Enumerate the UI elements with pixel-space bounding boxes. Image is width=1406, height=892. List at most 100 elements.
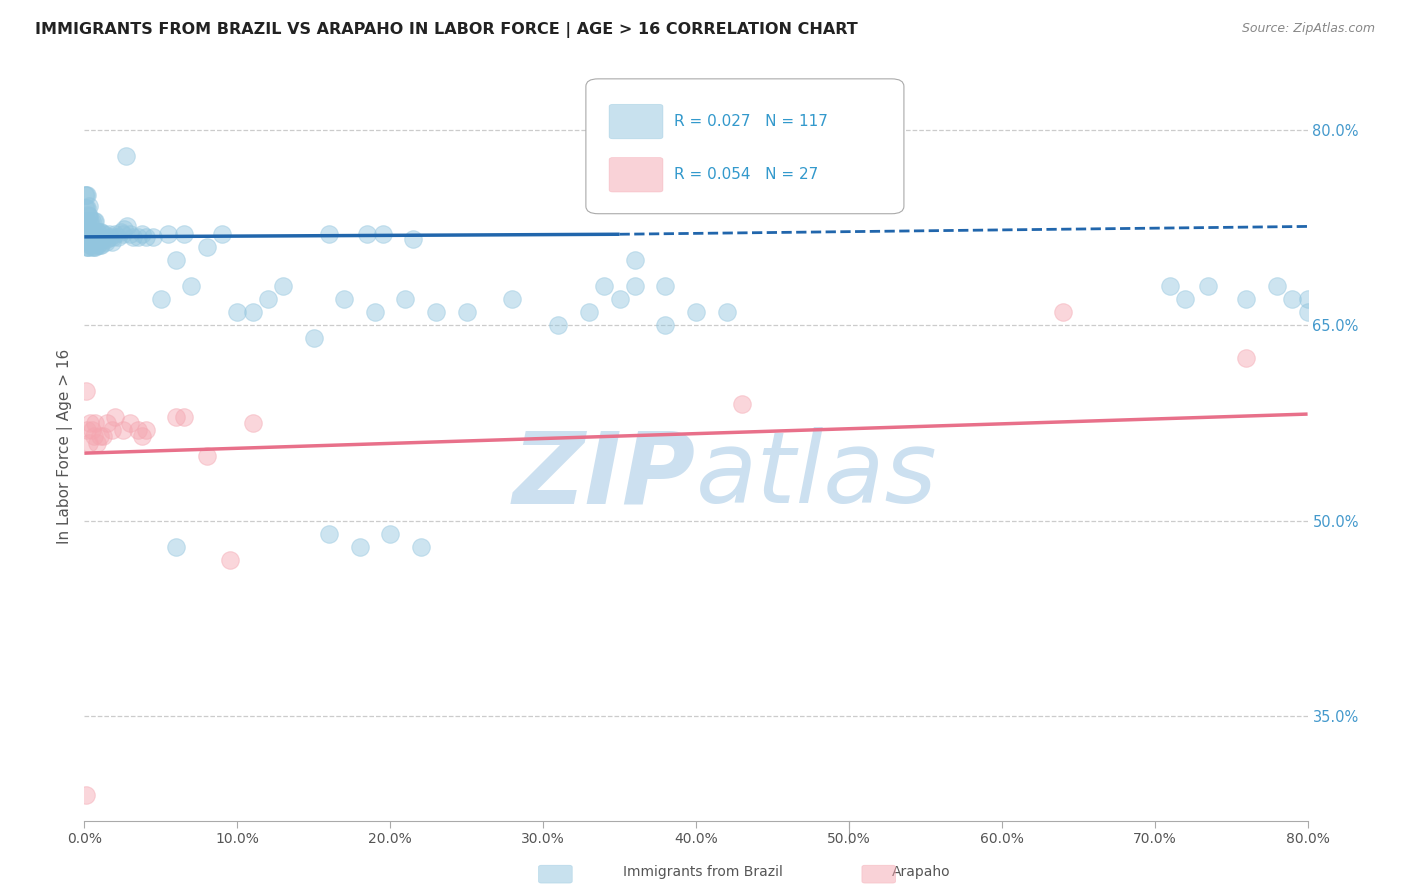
Point: [226, 305, 249, 319]
Point: [149, 293, 172, 307]
Point: [89, 225, 111, 239]
Point: [110, 225, 132, 239]
Point: [593, 279, 616, 293]
Point: [89, 237, 111, 252]
Point: [165, 253, 187, 268]
Point: [97, 227, 120, 242]
Text: ZIP: ZIP: [513, 427, 696, 524]
Point: [86, 237, 108, 252]
Point: [80, 227, 103, 242]
Text: Arapaho: Arapaho: [891, 865, 950, 880]
Point: [90, 225, 112, 239]
Point: [111, 423, 134, 437]
Point: [1174, 293, 1197, 307]
Point: [122, 230, 145, 244]
Point: [75, 201, 97, 215]
Point: [80, 214, 103, 228]
Point: [84, 214, 107, 228]
Point: [127, 423, 149, 437]
Point: [115, 219, 138, 234]
Point: [242, 416, 264, 430]
Point: [76, 227, 98, 242]
Point: [87, 237, 110, 252]
Point: [1265, 279, 1288, 293]
Point: [84, 240, 107, 254]
Point: [84, 227, 107, 242]
Point: [96, 232, 118, 246]
Point: [409, 540, 432, 554]
Point: [77, 220, 100, 235]
Point: [135, 423, 157, 437]
Point: [716, 305, 738, 319]
Point: [76, 214, 98, 228]
Point: [195, 449, 218, 463]
Point: [111, 227, 134, 242]
Point: [90, 237, 112, 252]
Point: [76, 423, 98, 437]
Point: [333, 293, 356, 307]
Point: [93, 227, 115, 242]
Point: [114, 149, 136, 163]
Text: atlas: atlas: [696, 427, 938, 524]
Point: [1296, 293, 1319, 307]
Text: Source: ZipAtlas.com: Source: ZipAtlas.com: [1241, 22, 1375, 36]
Point: [1281, 293, 1303, 307]
Point: [91, 429, 114, 443]
Point: [101, 235, 124, 249]
Point: [456, 305, 478, 319]
Point: [77, 234, 100, 248]
Point: [120, 416, 142, 430]
Point: [364, 305, 387, 319]
Point: [84, 416, 107, 430]
Point: [394, 293, 416, 307]
Point: [624, 279, 647, 293]
Point: [77, 230, 100, 244]
Point: [75, 234, 97, 248]
Point: [609, 293, 631, 307]
Point: [218, 553, 240, 567]
Point: [80, 234, 103, 248]
Point: [103, 230, 125, 244]
Point: [173, 227, 195, 242]
Point: [96, 416, 118, 430]
Point: [75, 788, 97, 802]
Point: [1052, 305, 1074, 319]
Point: [89, 429, 111, 443]
Point: [75, 220, 97, 235]
Point: [79, 227, 101, 242]
Point: [502, 293, 524, 307]
Point: [91, 232, 114, 246]
Point: [76, 201, 98, 215]
Point: [1296, 305, 1319, 319]
Y-axis label: In Labor Force | Age > 16: In Labor Force | Age > 16: [58, 349, 73, 543]
Point: [731, 397, 754, 411]
Point: [79, 416, 101, 430]
Point: [76, 240, 98, 254]
Text: IMMIGRANTS FROM BRAZIL VS ARAPAHO IN LABOR FORCE | AGE > 16 CORRELATION CHART: IMMIGRANTS FROM BRAZIL VS ARAPAHO IN LAB…: [35, 22, 858, 38]
Point: [624, 253, 647, 268]
Point: [107, 230, 129, 244]
Point: [79, 214, 101, 228]
Point: [79, 217, 101, 231]
Point: [131, 227, 153, 242]
Point: [75, 201, 97, 215]
Point: [142, 230, 165, 244]
Point: [80, 240, 103, 254]
Point: [79, 227, 101, 242]
Point: [77, 240, 100, 254]
Point: [371, 227, 394, 242]
Point: [75, 188, 97, 202]
Point: [135, 230, 157, 244]
Point: [83, 227, 105, 242]
Point: [83, 214, 105, 228]
Point: [112, 222, 135, 236]
Point: [86, 225, 108, 239]
Point: [75, 227, 97, 242]
Point: [654, 279, 676, 293]
Point: [104, 409, 127, 424]
Point: [75, 227, 97, 242]
Point: [101, 423, 124, 437]
Point: [80, 423, 103, 437]
Point: [76, 188, 98, 202]
Point: [271, 279, 294, 293]
